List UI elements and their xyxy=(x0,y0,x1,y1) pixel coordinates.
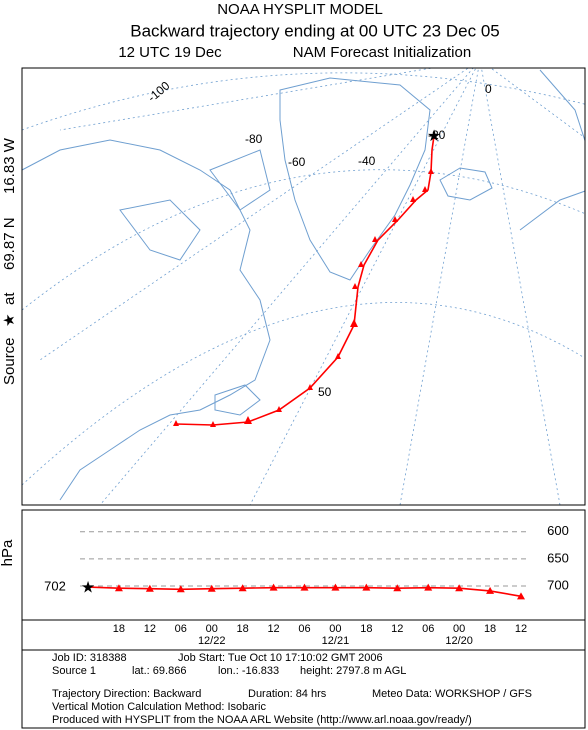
date-label: 12/20 xyxy=(445,635,473,647)
x-tick-label: 18 xyxy=(237,623,249,635)
graticule xyxy=(399,68,479,505)
map-label: -60 xyxy=(288,155,306,169)
x-tick-label: 12 xyxy=(515,623,527,635)
at-text: at xyxy=(1,292,18,305)
lon: lon.: -16.833 xyxy=(218,665,279,677)
marker xyxy=(393,584,402,592)
graticule xyxy=(22,302,585,486)
source-text: Source xyxy=(1,337,18,385)
map-label: -100 xyxy=(145,78,173,104)
y-axis-label: hPa xyxy=(0,539,16,566)
x-tick-label: 06 xyxy=(422,623,434,635)
job-id: Job ID: 318388 xyxy=(52,652,127,664)
footer: Job ID: 318388 Job Start: Tue Oct 10 17:… xyxy=(52,652,532,726)
marker xyxy=(114,584,123,592)
vertical-method: Vertical Motion Calculation Method: Isob… xyxy=(52,701,266,713)
marker xyxy=(145,584,154,592)
marker xyxy=(176,585,185,593)
coastline xyxy=(439,167,493,201)
map: -100 -80 -60 -40 -20 0 50 ★ xyxy=(21,67,586,506)
trajectory xyxy=(175,135,435,426)
date-label: 12/22 xyxy=(198,635,226,647)
title: NOAA HYSPLIT MODEL xyxy=(217,1,383,18)
graticule xyxy=(249,68,477,505)
y-tick-label: 700 xyxy=(547,577,569,592)
produced: Produced with HYSPLIT from the NOAA ARL … xyxy=(52,714,472,726)
marker xyxy=(517,592,525,600)
graticule xyxy=(59,68,435,131)
lat-text: 69.87 N xyxy=(1,217,18,270)
graticule xyxy=(99,68,474,505)
start-time: 12 UTC 19 Dec xyxy=(118,44,222,61)
source-star: ★ xyxy=(81,579,95,596)
subtitle: Backward trajectory ending at 00 UTC 23 … xyxy=(130,21,499,40)
y-tick-label: 600 xyxy=(547,523,569,538)
x-tick-label: 18 xyxy=(360,623,372,635)
marker xyxy=(455,584,464,592)
coastline xyxy=(22,139,271,501)
marker xyxy=(331,583,340,591)
side-label: Source ★ at 69.87 N 16.83 W xyxy=(1,137,18,385)
star-text: ★ xyxy=(1,314,18,327)
map-label: 0 xyxy=(485,82,492,96)
marker xyxy=(424,583,433,591)
x-tick-label: 12 xyxy=(144,623,156,635)
map-label: 50 xyxy=(318,385,332,399)
coastline xyxy=(119,199,201,261)
lat: lat.: 69.866 xyxy=(132,665,186,677)
duration: Duration: 84 hrs xyxy=(248,688,327,700)
marker xyxy=(173,168,434,427)
height: height: 2797.8 m AGL xyxy=(300,665,406,677)
marker xyxy=(238,584,247,592)
model: NAM Forecast Initialization xyxy=(293,44,471,61)
map-frame xyxy=(21,67,586,506)
map-label: -20 xyxy=(428,128,446,142)
meteo: Meteo Data: WORKSHOP / GFS xyxy=(372,688,532,700)
x-tick-label: 12 xyxy=(391,623,403,635)
x-tick-label: 00 xyxy=(206,623,218,635)
lon-text: 16.83 W xyxy=(1,137,18,194)
graticule xyxy=(490,68,585,139)
x-tick-label: 06 xyxy=(298,623,310,635)
coastline xyxy=(209,149,271,211)
coastline xyxy=(279,77,431,281)
coastline xyxy=(214,384,261,416)
graticule xyxy=(22,169,585,311)
source-level: 702 xyxy=(44,578,66,593)
x-tick-label: 00 xyxy=(453,623,465,635)
date-label: 12/21 xyxy=(322,635,350,647)
job-start: Job Start: Tue Oct 10 17:10:02 GMT 2006 xyxy=(178,652,383,664)
x-tick-label: 18 xyxy=(484,623,496,635)
marker xyxy=(300,583,309,591)
marker xyxy=(486,586,495,594)
y-tick-label: 650 xyxy=(547,550,569,565)
x-tick-label: 12 xyxy=(267,623,279,635)
x-tick-label: 00 xyxy=(329,623,341,635)
marker xyxy=(269,583,278,591)
map-label: -80 xyxy=(245,132,263,146)
footer-frame xyxy=(21,649,586,729)
coastline xyxy=(519,69,585,231)
source: Source 1 xyxy=(52,665,96,677)
graticule xyxy=(481,68,561,505)
marker xyxy=(362,583,371,591)
x-tick-label: 06 xyxy=(175,623,187,635)
marker xyxy=(207,584,216,592)
graticule xyxy=(39,68,469,361)
trajectory-markers xyxy=(173,168,434,427)
map-label: -40 xyxy=(358,154,376,168)
graticule xyxy=(22,72,585,131)
source-star: ★ xyxy=(427,128,441,145)
direction: Trajectory Direction: Backward xyxy=(52,688,201,700)
x-tick-label: 18 xyxy=(113,623,125,635)
